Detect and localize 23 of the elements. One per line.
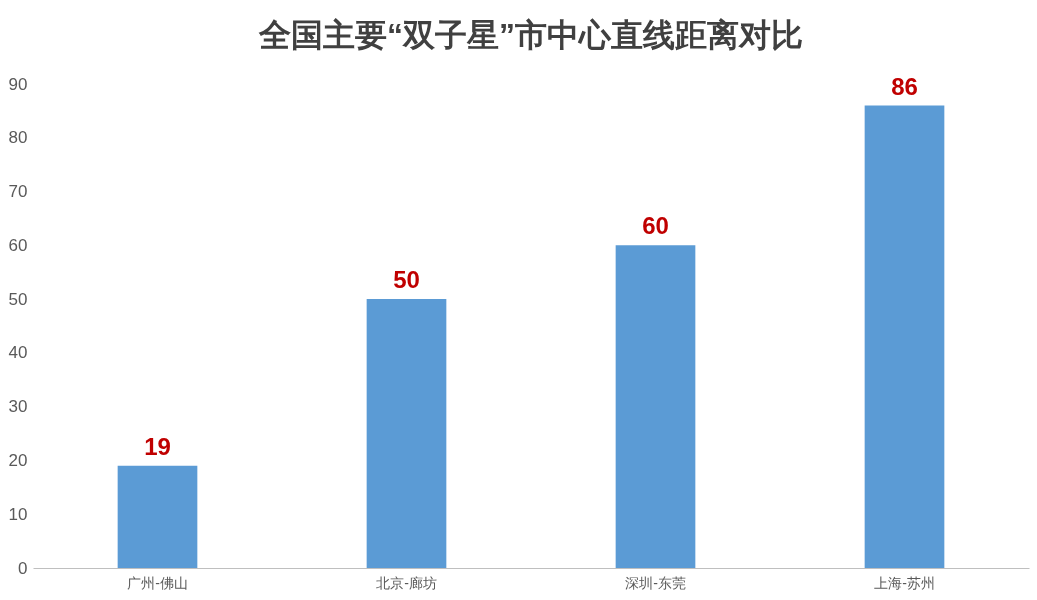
bar (864, 105, 945, 568)
data-label: 50 (393, 266, 420, 294)
y-tick-label: 60 (8, 235, 28, 255)
y-tick-label: 0 (18, 558, 28, 578)
data-label: 86 (891, 72, 918, 100)
y-tick-label: 50 (8, 289, 28, 309)
y-tick-label: 80 (8, 128, 28, 148)
y-tick-label: 40 (8, 343, 28, 363)
y-tick-label: 30 (8, 397, 28, 417)
y-tick-label: 90 (8, 74, 28, 94)
bar (615, 245, 696, 568)
bar (117, 465, 198, 568)
data-label: 60 (642, 212, 669, 240)
x-tick-label: 深圳-东莞 (625, 574, 686, 591)
x-tick-label: 北京-廊坊 (376, 574, 437, 591)
chart-title: 全国主要“双子星”市中心直线距离对比 (258, 17, 803, 53)
y-tick-label: 10 (8, 504, 28, 524)
data-label: 19 (144, 432, 171, 460)
bar (366, 299, 447, 568)
y-tick-label: 70 (8, 182, 28, 202)
x-tick-label: 广州-佛山 (127, 574, 188, 591)
y-tick-label: 20 (8, 450, 28, 470)
x-tick-label: 上海-苏州 (874, 574, 935, 591)
